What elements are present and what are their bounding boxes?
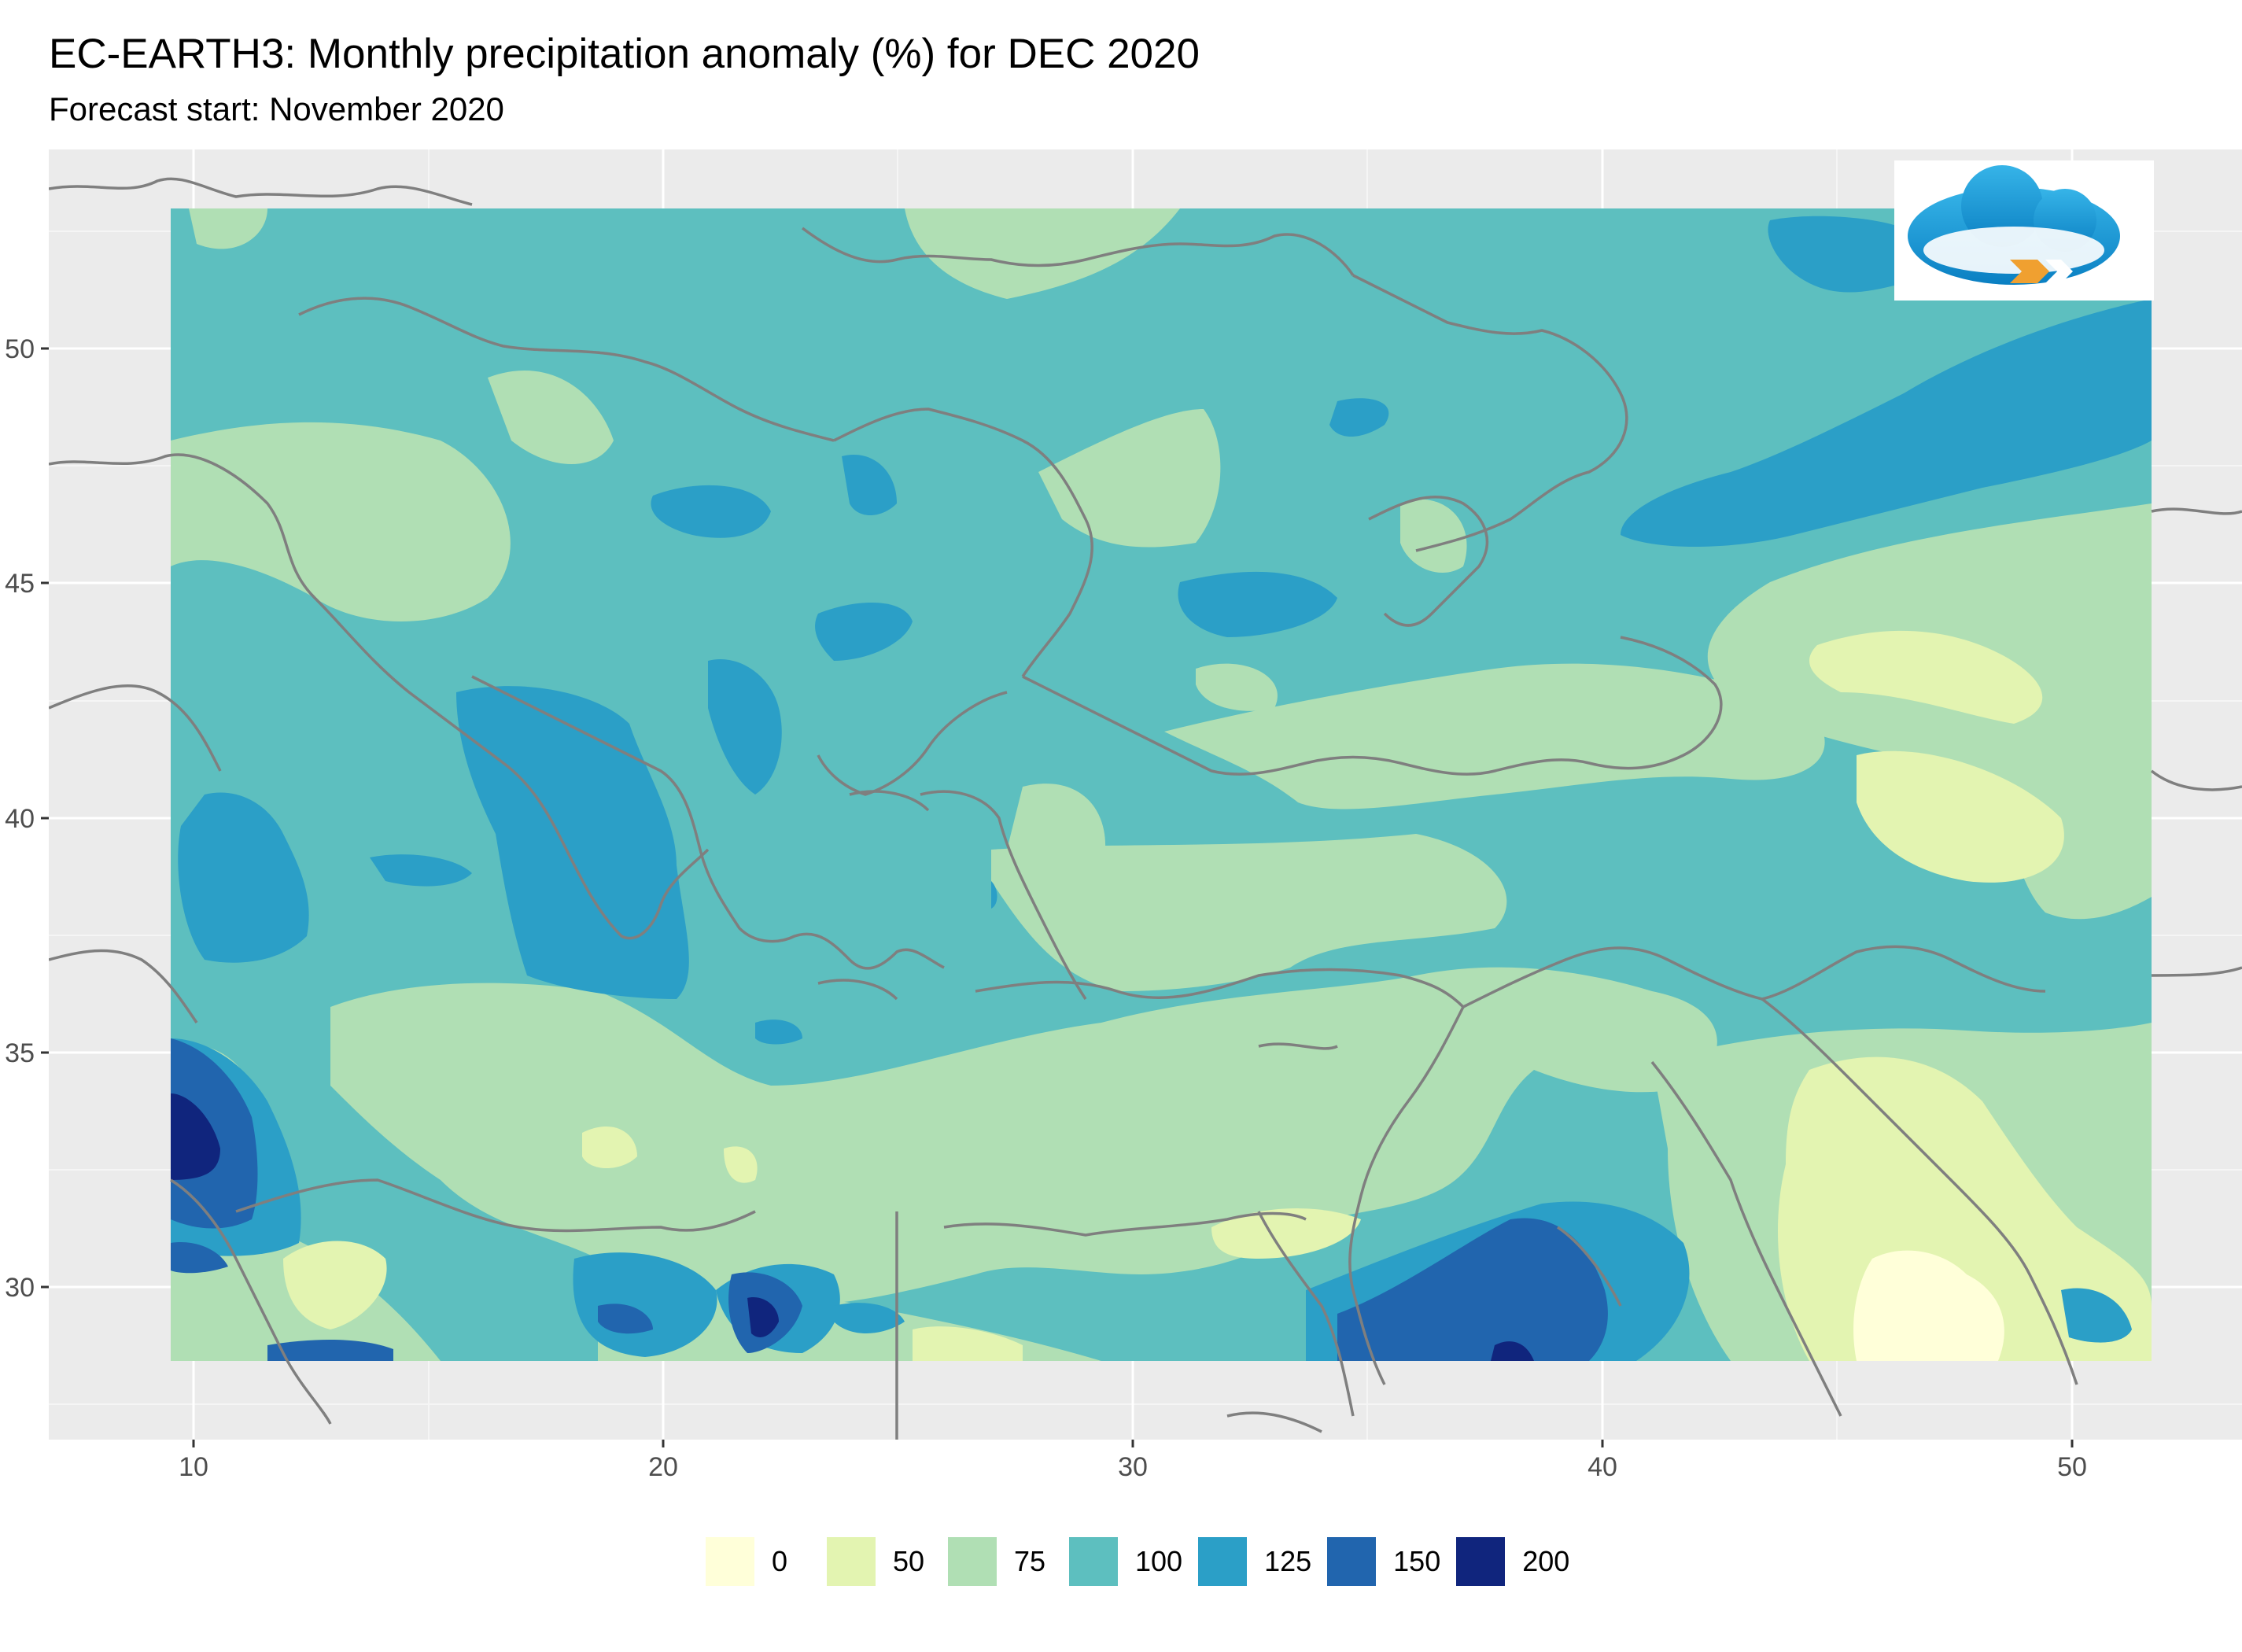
legend-item: 100	[1068, 1536, 1182, 1587]
legend-key	[1455, 1536, 1507, 1587]
legend-item: 50	[825, 1536, 932, 1587]
y-tick-label: 35	[5, 1038, 35, 1068]
chart-subtitle: Forecast start: November 2020	[49, 90, 504, 127]
x-tick-label: 30	[1118, 1452, 1148, 1482]
legend-item: 150	[1326, 1536, 1440, 1587]
legend-label: 100	[1135, 1545, 1183, 1577]
y-tick-label: 50	[5, 334, 35, 364]
legend-key	[704, 1536, 756, 1587]
x-axis: 10 20 30 40 50	[179, 1440, 2087, 1482]
legend-label: 50	[893, 1545, 925, 1577]
legend-label: 200	[1522, 1545, 1570, 1577]
y-tick-label: 40	[5, 804, 35, 834]
legend-key	[1068, 1536, 1119, 1587]
logo	[1894, 160, 2154, 301]
legend-label: 75	[1014, 1545, 1046, 1577]
legend-key	[825, 1536, 877, 1587]
legend-key	[946, 1536, 998, 1587]
x-tick-label: 50	[2057, 1452, 2087, 1482]
cloud-logo-icon	[1908, 165, 2120, 285]
chart-title: EC-EARTH3: Monthly precipitation anomaly…	[49, 31, 1200, 77]
legend-label: 0	[772, 1545, 788, 1577]
legend: 0 50 75 100 125 150 200	[704, 1536, 1584, 1587]
y-axis: 50 45 40 35 30	[5, 334, 49, 1303]
legend-item: 125	[1197, 1536, 1311, 1587]
anomaly-field	[171, 208, 2152, 1361]
legend-item: 200	[1455, 1536, 1569, 1587]
legend-item: 0	[704, 1536, 811, 1587]
y-tick-label: 30	[5, 1273, 35, 1303]
coastlines	[49, 177, 2242, 1440]
legend-item: 75	[946, 1536, 1053, 1587]
legend-key	[1197, 1536, 1249, 1587]
x-tick-label: 20	[648, 1452, 678, 1482]
legend-label: 125	[1264, 1545, 1312, 1577]
x-tick-label: 10	[179, 1452, 208, 1482]
y-tick-label: 45	[5, 569, 35, 599]
legend-key	[1326, 1536, 1378, 1587]
x-tick-label: 40	[1587, 1452, 1617, 1482]
legend-label: 150	[1393, 1545, 1441, 1577]
